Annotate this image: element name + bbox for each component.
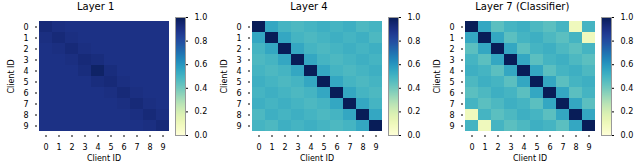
svg-text:Client ID: Client ID: [513, 154, 547, 163]
svg-text:6: 6: [334, 143, 339, 152]
svg-text:5: 5: [535, 143, 540, 152]
svg-text:0.8: 0.8: [621, 37, 634, 46]
svg-text:8: 8: [360, 143, 365, 152]
svg-text:0.2: 0.2: [621, 107, 634, 116]
svg-text:8: 8: [574, 143, 579, 152]
svg-text:0.0: 0.0: [407, 131, 420, 140]
svg-text:4: 4: [236, 67, 241, 76]
svg-text:0: 0: [43, 143, 48, 152]
svg-text:5: 5: [23, 78, 28, 87]
svg-text:6: 6: [450, 89, 455, 98]
svg-text:7: 7: [347, 143, 352, 152]
svg-text:Client ID: Client ID: [433, 59, 442, 93]
svg-text:1: 1: [56, 143, 61, 152]
svg-text:0.4: 0.4: [621, 84, 634, 93]
svg-text:1.0: 1.0: [621, 13, 634, 22]
svg-text:0: 0: [450, 23, 455, 32]
svg-text:0.6: 0.6: [407, 60, 420, 69]
svg-text:6: 6: [121, 143, 126, 152]
svg-text:8: 8: [236, 111, 241, 120]
svg-text:1: 1: [236, 34, 241, 43]
svg-text:1.0: 1.0: [407, 13, 420, 22]
svg-text:1.0: 1.0: [194, 13, 207, 22]
svg-text:4: 4: [23, 67, 28, 76]
svg-text:Client ID: Client ID: [300, 154, 334, 163]
svg-text:Client ID: Client ID: [7, 59, 16, 93]
svg-text:8: 8: [450, 111, 455, 120]
svg-text:9: 9: [587, 143, 592, 152]
svg-text:0.0: 0.0: [194, 131, 207, 140]
svg-text:5: 5: [236, 78, 241, 87]
svg-text:5: 5: [321, 143, 326, 152]
svg-text:0.2: 0.2: [407, 107, 420, 116]
svg-text:9: 9: [160, 143, 165, 152]
svg-text:0.4: 0.4: [407, 84, 420, 93]
svg-text:9: 9: [450, 122, 455, 131]
svg-text:2: 2: [282, 143, 287, 152]
svg-text:3: 3: [23, 56, 28, 65]
svg-text:4: 4: [450, 67, 455, 76]
svg-text:2: 2: [69, 143, 74, 152]
svg-text:9: 9: [236, 122, 241, 131]
html-text:Layer 1: Layer 1: [76, 1, 115, 12]
svg-text:7: 7: [236, 100, 241, 109]
svg-text:0.6: 0.6: [621, 60, 634, 69]
svg-text:0.8: 0.8: [194, 37, 207, 46]
svg-text:1: 1: [23, 34, 28, 43]
svg-text:8: 8: [23, 111, 28, 120]
svg-text:9: 9: [23, 122, 28, 131]
svg-text:2: 2: [236, 45, 241, 54]
svg-text:2: 2: [496, 143, 501, 152]
svg-text:0: 0: [23, 23, 28, 32]
svg-text:5: 5: [450, 78, 455, 87]
svg-text:1: 1: [483, 143, 488, 152]
svg-text:0.0: 0.0: [621, 131, 634, 140]
html-text:Layer 4: Layer 4: [290, 1, 328, 12]
svg-text:3: 3: [82, 143, 87, 152]
svg-text:4: 4: [308, 143, 313, 152]
svg-text:7: 7: [134, 143, 139, 152]
svg-text:7: 7: [561, 143, 566, 152]
svg-text:4: 4: [522, 143, 527, 152]
svg-text:0: 0: [470, 143, 475, 152]
svg-text:7: 7: [23, 100, 28, 109]
svg-text:2: 2: [450, 45, 455, 54]
svg-text:8: 8: [147, 143, 152, 152]
svg-text:3: 3: [295, 143, 300, 152]
svg-text:0.2: 0.2: [194, 107, 207, 116]
svg-text:4: 4: [95, 143, 100, 152]
svg-text:Client ID: Client ID: [87, 154, 121, 163]
svg-text:9: 9: [373, 143, 378, 152]
svg-text:Client ID: Client ID: [220, 59, 229, 93]
svg-text:3: 3: [509, 143, 514, 152]
svg-text:0.8: 0.8: [407, 37, 420, 46]
svg-text:3: 3: [450, 56, 455, 65]
svg-text:6: 6: [548, 143, 553, 152]
svg-text:5: 5: [108, 143, 113, 152]
svg-text:0.4: 0.4: [194, 84, 207, 93]
svg-text:6: 6: [23, 89, 28, 98]
svg-text:0: 0: [236, 23, 241, 32]
svg-text:1: 1: [269, 143, 274, 152]
svg-text:6: 6: [236, 89, 241, 98]
svg-text:7: 7: [450, 100, 455, 109]
html-text:Layer 7 (Classifier): Layer 7 (Classifier): [475, 1, 570, 12]
svg-text:3: 3: [236, 56, 241, 65]
svg-text:0: 0: [256, 143, 261, 152]
svg-text:1: 1: [450, 34, 455, 43]
svg-text:2: 2: [23, 45, 28, 54]
svg-text:0.6: 0.6: [194, 60, 207, 69]
